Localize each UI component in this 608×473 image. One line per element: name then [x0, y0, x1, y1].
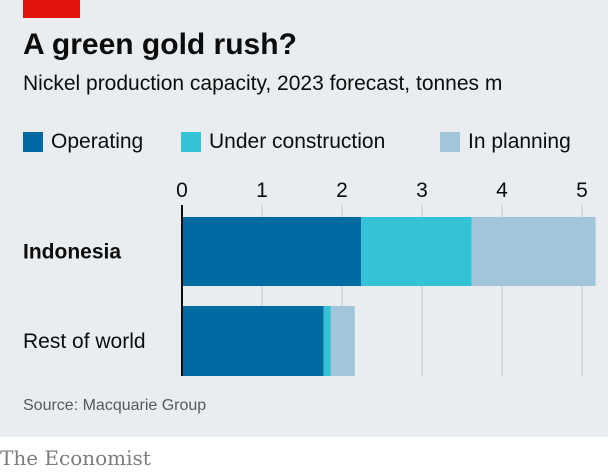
legend-swatch-in-planning [440, 132, 460, 152]
legend-item-in-planning: In planning [440, 130, 571, 154]
legend-swatch-operating [23, 132, 43, 152]
brand-wordmark: The Economist [0, 446, 151, 470]
legend-item-under-construction: Under construction [181, 130, 385, 154]
legend-label-under-construction: Under construction [209, 130, 386, 153]
bar-indonesia-in-planning [471, 217, 596, 286]
bar-rest-of-world-under-construction [323, 306, 331, 376]
legend: Operating Under construction In planning [23, 130, 603, 156]
legend-label-in-planning: In planning [468, 130, 571, 153]
tick-label-5: 5 [576, 179, 588, 202]
tick-label-1: 1 [256, 179, 268, 202]
tick-label-4: 4 [496, 179, 508, 202]
source-note: Source: Macquarie Group [23, 397, 207, 414]
bar-rest-of-world-operating [182, 306, 324, 376]
tick-label-2: 2 [336, 179, 348, 202]
bar-indonesia-under-construction [361, 217, 472, 286]
bar-rest-of-world-in-planning [330, 306, 355, 376]
legend-label-operating: Operating [51, 130, 144, 153]
tick-label-0: 0 [176, 179, 188, 202]
category-label-rest-of-world: Rest of world [23, 330, 146, 353]
chart-card: A green gold rush? Nickel production cap… [0, 0, 608, 437]
brand-red-tab [23, 0, 80, 18]
bar-chart: 0 1 2 3 4 5 Indonesia Rest of world [23, 179, 596, 376]
category-label-indonesia: Indonesia [23, 241, 121, 264]
chart-title: A green gold rush? [23, 28, 297, 61]
legend-swatch-under-construction [181, 132, 201, 152]
legend-item-operating: Operating [23, 130, 143, 154]
chart-subtitle: Nickel production capacity, 2023 forecas… [23, 72, 503, 95]
tick-label-3: 3 [416, 179, 428, 202]
bar-indonesia-operating [182, 217, 362, 286]
